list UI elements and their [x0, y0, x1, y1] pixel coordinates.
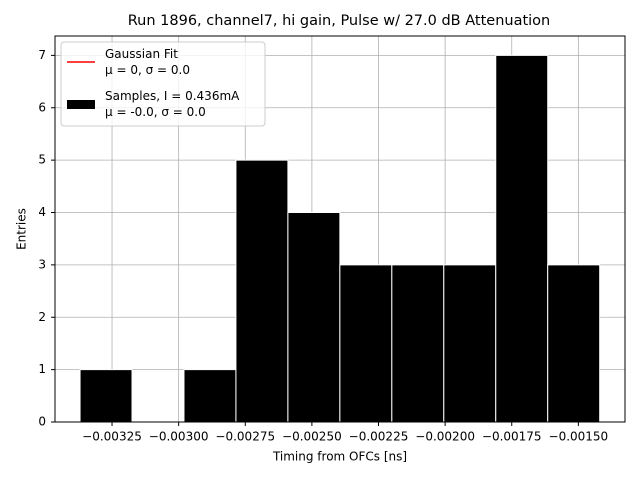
- x-tick-label: −0.00250: [282, 430, 342, 444]
- y-tick-label: 4: [38, 205, 46, 219]
- bar: [443, 264, 497, 423]
- y-tick-label: 5: [38, 153, 46, 167]
- y-tick-label: 1: [38, 362, 46, 376]
- bar: [547, 264, 601, 423]
- y-tick-label: 2: [38, 310, 46, 324]
- y-axis-label: Entries: [15, 208, 29, 250]
- y-tick-label: 6: [38, 100, 46, 114]
- plot-frame: [54, 35, 626, 423]
- bar: [287, 212, 341, 423]
- x-tick-label: −0.00325: [82, 430, 142, 444]
- bar: [79, 369, 133, 423]
- legend-label: Samples, I = 0.436mA μ = -0.0, σ = 0.0: [105, 89, 240, 119]
- x-tick-label: −0.00200: [415, 430, 475, 444]
- bar: [183, 369, 237, 423]
- bar: [391, 264, 445, 423]
- x-axis-label: Timing from OFCs [ns]: [272, 450, 407, 464]
- legend-label: Gaussian Fit μ = 0, σ = 0.0: [105, 47, 190, 77]
- x-tick-label: −0.00275: [215, 430, 275, 444]
- legend-frame: [60, 41, 266, 127]
- bar: [235, 159, 289, 423]
- bar: [495, 54, 549, 423]
- y-tick-label: 7: [38, 48, 46, 62]
- x-tick-label: −0.00300: [149, 430, 209, 444]
- x-tick-label: −0.00225: [349, 430, 409, 444]
- bar: [339, 264, 393, 423]
- legend-patch: [67, 100, 95, 109]
- y-tick-label: 3: [38, 257, 46, 271]
- x-tick-label: −0.00150: [549, 430, 609, 444]
- x-tick-label: −0.00175: [482, 430, 542, 444]
- chart-title: Run 1896, channel7, hi gain, Pulse w/ 27…: [128, 13, 551, 29]
- y-tick-label: 0: [38, 415, 46, 429]
